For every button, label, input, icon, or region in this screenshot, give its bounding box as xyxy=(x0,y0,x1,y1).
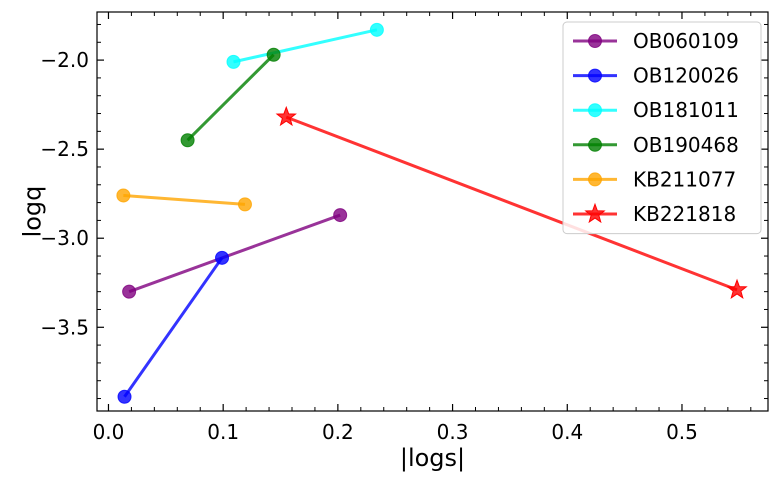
ticks-layer: 0.0 0.1 0.2 0.3 0.4 0.5 −2.0 −2.5 −3.0 −3.5 xyxy=(40,12,768,444)
legend-item: KB221818 xyxy=(573,202,736,226)
x-tick-label: 0.5 xyxy=(666,420,698,444)
y-axis-title: logq xyxy=(18,186,46,238)
legend-marker xyxy=(588,137,602,152)
legend-label: OB060109 xyxy=(633,29,739,53)
data-point xyxy=(215,250,230,265)
legend-label: OB190468 xyxy=(633,133,739,157)
series-OB120026 xyxy=(117,250,230,404)
x-tick-label: 0.1 xyxy=(207,420,239,444)
data-point xyxy=(275,105,297,127)
series-OB190468 xyxy=(180,47,281,148)
data-point xyxy=(226,54,241,69)
series-line xyxy=(128,213,341,294)
y-tick-label: −3.5 xyxy=(40,315,89,339)
y-tick-label: −3.0 xyxy=(40,226,89,250)
data-point xyxy=(726,278,748,299)
x-axis-title: |logs| xyxy=(400,444,465,472)
series-line xyxy=(186,53,275,142)
x-tick-label: 0.0 xyxy=(93,420,125,444)
legend-label: OB120026 xyxy=(633,64,739,88)
data-point xyxy=(116,188,131,203)
legend-item: OB190468 xyxy=(573,133,739,157)
legend-item: KB211077 xyxy=(573,167,736,191)
legend-label: KB211077 xyxy=(633,167,736,191)
y-tick-label: −2.5 xyxy=(40,137,89,161)
legend-marker xyxy=(588,172,602,187)
legend-item: OB181011 xyxy=(573,98,739,122)
data-point xyxy=(369,22,384,37)
series-KB211077 xyxy=(116,188,252,212)
data-point xyxy=(266,47,281,62)
legend-label: OB181011 xyxy=(633,98,739,122)
x-tick-label: 0.4 xyxy=(551,420,583,444)
data-point xyxy=(180,133,195,148)
data-point xyxy=(117,389,132,404)
data-point xyxy=(237,197,252,212)
y-tick-label: −2.0 xyxy=(40,48,89,72)
series-line xyxy=(123,193,246,206)
data-point xyxy=(333,208,348,223)
legend-marker xyxy=(584,202,606,224)
series-line xyxy=(285,115,738,292)
data-point xyxy=(122,284,137,299)
legend-label: KB221818 xyxy=(633,202,736,226)
legend-item: OB060109 xyxy=(573,29,739,53)
legend-marker xyxy=(588,34,602,48)
legend-marker xyxy=(588,68,602,83)
plot-frame xyxy=(96,11,769,412)
series-line xyxy=(123,256,224,398)
x-tick-label: 0.2 xyxy=(322,420,354,444)
legend: OB060109 OB120026 OB181011 OB190468 KB211077… xyxy=(562,21,762,235)
legend-item: OB120026 xyxy=(573,64,739,88)
legend-marker xyxy=(588,103,602,118)
series-OB181011 xyxy=(226,22,384,69)
series-KB221818 xyxy=(275,105,748,299)
series-layer xyxy=(116,22,748,404)
series-OB060109 xyxy=(122,208,348,299)
x-tick-label: 0.3 xyxy=(437,420,469,444)
series-line xyxy=(233,28,378,64)
